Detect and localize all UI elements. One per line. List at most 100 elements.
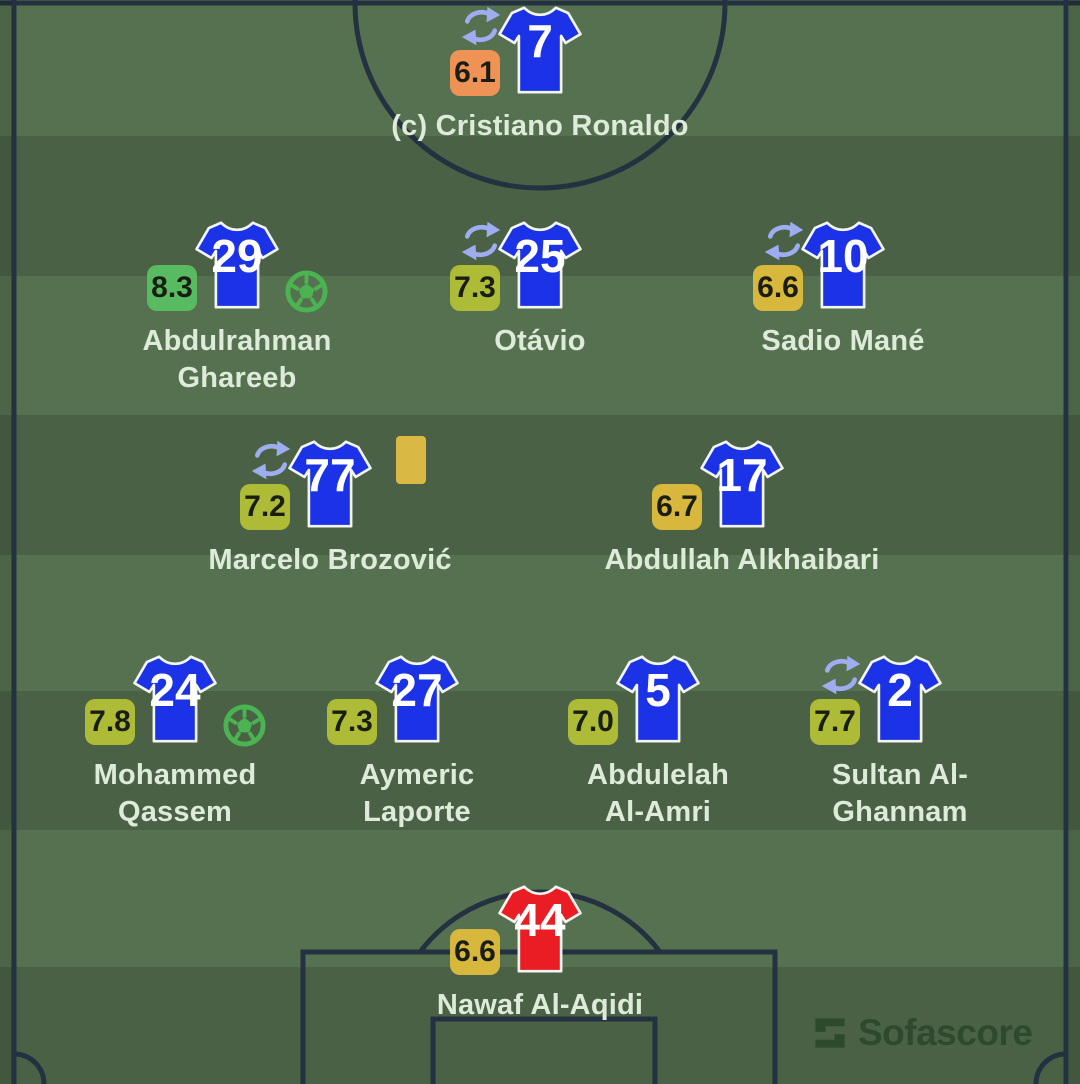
rating-value: 7.7 [814,705,856,738]
rating-badge: 8.3 [147,265,197,311]
rating-value: 7.3 [454,271,496,304]
player-name-line: (c) Cristiano Ronaldo [391,110,689,142]
jersey-number: 77 [304,449,356,501]
player-name: Abdulrahman Ghareeb [142,323,331,397]
jersey-icon [498,6,582,94]
player-24[interactable]: 7.8 24 [15,652,335,828]
yellow-card-icon [396,436,426,484]
corner-arc-right [1033,1051,1067,1084]
player-name-line: Abdulrahman [142,325,332,357]
jersey-icon [700,440,784,528]
rating-badge: 7.0 [568,699,618,745]
player-name-line: Al-Amri [604,796,712,828]
player-name-line: Mohammed [93,759,257,791]
rating-badge: 7.8 [85,699,135,745]
jersey-icon [375,655,459,743]
jersey-area: 6.6 44 [380,882,700,982]
rating-value: 7.8 [89,705,131,738]
rating-badge: 7.2 [240,484,290,530]
jersey-icon [133,655,217,743]
player-2[interactable]: 7.7 2 [740,652,1060,828]
jersey-area: 6.7 17 [582,437,902,537]
substitution-icon [764,221,804,261]
player-29[interactable]: 8.3 29 [77,218,397,394]
rating-value: 8.3 [151,271,193,304]
player-name-line: Marcelo Brozović [208,544,452,576]
player-name-line: Abdullah Alkhaibari [604,544,880,576]
player-44[interactable]: 6.6 44 [380,882,700,1021]
sofascore-logo: Sofascore [812,1012,1033,1054]
jersey-icon [616,655,700,743]
player-name-line: Nawaf Al-Aqidi [436,989,644,1021]
jersey-icon [288,440,372,528]
rating-value: 6.1 [454,56,496,89]
rating-badge: 7.7 [810,699,860,745]
sofascore-logo-text: Sofascore [858,1012,1033,1053]
player-name-line: Laporte [363,796,471,828]
jersey-icon [498,221,582,309]
player-name: Abdullah Alkhaibari [604,542,879,579]
substitution-icon [821,655,861,695]
goal-ball-icon [223,704,266,747]
player-name-line: Ghareeb [177,362,297,394]
jersey-area: 7.0 5 [498,652,818,752]
corner-arc-left [13,1051,47,1084]
jersey-area: 7.8 24 [15,652,335,752]
goal-box [430,1016,658,1084]
jersey-number: 17 [716,449,768,501]
player-name: Aymeric Laporte [360,757,475,831]
jersey-number: 10 [817,230,869,282]
rating-value: 7.0 [572,705,614,738]
substitution-icon [461,6,501,46]
jersey-area: 6.6 10 [683,218,1003,318]
rating-value: 6.7 [656,490,698,523]
player-name-line: Sadio Mané [761,325,925,357]
player-name-line: Qassem [117,796,233,828]
rating-badge: 7.3 [327,699,377,745]
rating-badge: 6.7 [652,484,702,530]
player-name: Marcelo Brozović [208,542,451,579]
player-77[interactable]: 7.2 77 [170,436,490,576]
jersey-area: 7.3 25 [380,218,700,318]
player-27[interactable]: 7.3 27 [257,652,577,828]
jersey-number: 2 [887,664,913,716]
jersey-area: 7.3 27 [257,652,577,752]
jersey-number: 29 [211,230,263,282]
player-5[interactable]: 7.0 5 [498,652,818,828]
jersey-area: 8.3 29 [77,218,397,318]
substitution-icon [461,221,501,261]
rating-value: 7.2 [244,490,286,523]
jersey-area: 7.2 77 [170,436,490,537]
rating-value: 6.6 [454,935,496,968]
player-name: (c) Cristiano Ronaldo [391,108,688,145]
penalty-arc [418,889,662,954]
jersey-number: 7 [527,15,553,67]
player-10[interactable]: 6.6 10 [683,218,1003,357]
rating-value: 7.3 [331,705,373,738]
substitution-icon [251,440,291,480]
player-name: Mohammed Qassem [94,757,257,831]
player-name-line: Abdulelah [587,759,729,791]
center-circle [352,0,728,191]
jersey-icon [195,221,279,309]
jersey-area: 7.7 2 [740,652,1060,752]
player-7[interactable]: 6.1 7 [380,3,700,142]
player-17[interactable]: 6.7 17 [582,437,902,576]
rating-badge: 6.6 [753,265,803,311]
player-name-line: Otávio [494,325,586,357]
goal-ball-icon [285,270,328,313]
rating-badge: 6.6 [450,929,500,975]
player-name-line: Sultan Al- [831,759,969,791]
player-name: Otávio [494,323,585,360]
player-name: Sultan Al- Ghannam [832,757,968,831]
rating-value: 6.6 [757,271,799,304]
player-name: Abdulelah Al-Amri [587,757,729,831]
jersey-number: 44 [514,894,566,946]
jersey-number: 5 [645,664,671,716]
player-name: Sadio Mané [761,323,924,360]
rating-badge: 6.1 [450,50,500,96]
jersey-number: 24 [149,664,201,716]
player-25[interactable]: 7.3 25 [380,218,700,357]
jersey-number: 25 [514,230,566,282]
